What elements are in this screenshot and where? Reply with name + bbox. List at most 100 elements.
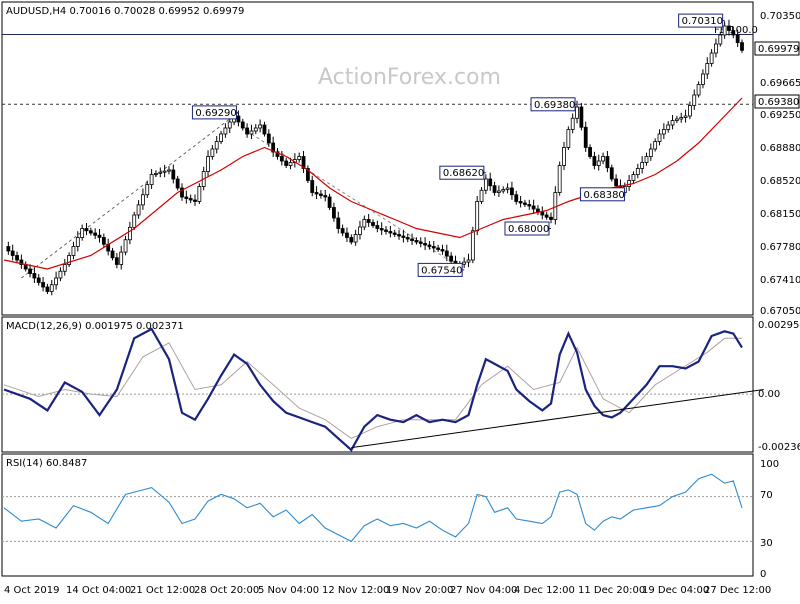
- candle-body: [735, 34, 740, 44]
- fe-label: FE 100.0: [714, 25, 758, 36]
- annotation-box: [417, 262, 463, 277]
- candle-body: [332, 207, 336, 219]
- candle-body: [661, 129, 666, 135]
- annotation-label: 0.70310: [682, 16, 723, 27]
- candle-body: [657, 133, 662, 142]
- candle-body: [544, 214, 549, 218]
- candle-body: [110, 250, 115, 259]
- candle-body: [523, 202, 527, 205]
- candle-body: [184, 196, 189, 199]
- candle-body: [19, 259, 24, 265]
- annotation-label: 0.68380: [583, 190, 624, 201]
- candle-body: [397, 234, 401, 237]
- candle-body: [679, 117, 684, 120]
- watermark: ActionForex.com: [318, 65, 501, 90]
- x-tick-label: 12 Nov 12:00: [322, 585, 389, 596]
- rsi-y-tick: 70: [760, 490, 773, 501]
- candle-body: [214, 141, 219, 150]
- candle-body: [562, 147, 566, 166]
- price-y-tick: 0.69250: [760, 110, 800, 121]
- candle-body: [275, 151, 280, 157]
- candle-body: [731, 30, 736, 36]
- candle-body: [336, 217, 341, 229]
- candle-body: [279, 156, 284, 162]
- candle-body: [119, 251, 124, 265]
- candle-body: [640, 162, 645, 169]
- annotation-label: 0.69380: [534, 100, 575, 111]
- candle-body: [15, 255, 19, 261]
- candle-body: [32, 273, 37, 279]
- candle-body: [71, 246, 76, 256]
- candle-body: [310, 180, 315, 193]
- candle-body: [531, 205, 536, 210]
- x-tick-label: 27 Dec 12:00: [704, 585, 771, 596]
- x-tick-label: 28 Oct 20:00: [194, 585, 259, 596]
- candle-body: [249, 130, 254, 135]
- price-annotation: 0.68380: [579, 187, 625, 202]
- price-y-axis: 0.70350 0.69665 0.69250 0.68880 0.68520 …: [760, 11, 800, 317]
- candle-body: [527, 204, 532, 207]
- candle-body: [175, 178, 180, 189]
- candle-body: [366, 219, 371, 223]
- annotation-label: 0.68620: [443, 168, 484, 179]
- candle-body: [84, 228, 89, 232]
- candle-body: [549, 216, 553, 220]
- candle-body: [666, 124, 671, 130]
- candle-body: [401, 235, 406, 238]
- candle-body: [740, 42, 744, 51]
- svg-text:0.69979: 0.69979: [758, 44, 799, 55]
- candle-body: [727, 25, 731, 31]
- candle-body: [54, 277, 58, 286]
- candle-body: [314, 192, 319, 195]
- level-price-tag: 0.69380: [754, 94, 800, 109]
- candle-body: [266, 133, 271, 144]
- candle-body: [180, 187, 184, 198]
- price-y-tick: 0.70350: [760, 11, 800, 22]
- candle-body: [388, 231, 393, 234]
- price-panel-title: AUDUSD,H4 0.70016 0.70028 0.69952 0.6997…: [6, 6, 244, 17]
- candle-body: [570, 117, 575, 130]
- candle-body: [36, 277, 41, 283]
- candle-body: [75, 237, 80, 247]
- annotation-label: 0.68000: [508, 224, 549, 235]
- candle-body: [414, 240, 419, 243]
- candle-body: [258, 124, 263, 129]
- candle-body: [722, 25, 727, 36]
- candle-body: [653, 141, 658, 150]
- candle-body: [496, 190, 501, 193]
- candle-body: [80, 228, 85, 238]
- candle-body: [631, 174, 636, 181]
- candle-body: [609, 167, 614, 180]
- candle-body: [588, 147, 592, 157]
- price-y-tick: 0.67050: [760, 306, 800, 317]
- candle-body: [45, 286, 50, 292]
- x-axis: 4 Oct 2019 14 Oct 04:00 21 Oct 12:00 28 …: [4, 585, 771, 596]
- candle-body: [145, 184, 150, 196]
- price-y-tick: 0.67780: [760, 242, 800, 253]
- candle-body: [483, 178, 488, 191]
- candle-body: [10, 250, 15, 256]
- candle-body: [701, 73, 705, 85]
- candle-body: [488, 178, 493, 187]
- candle-body: [28, 268, 32, 274]
- price-annotation: 0.69290: [191, 105, 239, 120]
- annotation-box: [530, 97, 576, 112]
- candle-body: [410, 238, 414, 241]
- candle-body: [245, 127, 250, 135]
- candle-body: [136, 204, 141, 216]
- rsi-y-tick: 30: [760, 538, 773, 549]
- candle-body: [353, 234, 358, 243]
- candle-body: [171, 169, 176, 180]
- rsi-y-tick: 0: [760, 569, 766, 580]
- candle-body: [93, 232, 98, 236]
- candle-body: [670, 120, 675, 126]
- candle-body: [436, 247, 441, 250]
- candle-body: [518, 201, 523, 204]
- candle-body: [540, 211, 545, 216]
- candle-body: [219, 133, 223, 142]
- candle-body: [362, 219, 367, 228]
- candlesticks: [6, 19, 744, 296]
- price-annotation: 0.70310: [678, 13, 725, 28]
- price-annotation: 0.69380: [530, 97, 578, 112]
